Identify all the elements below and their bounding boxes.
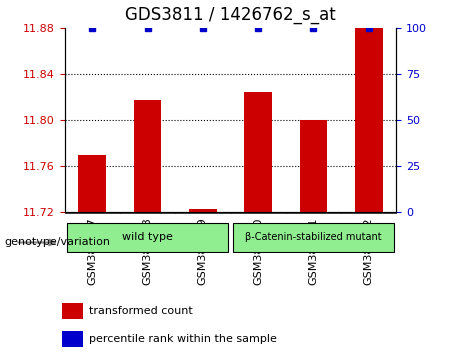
Bar (78, 155, 106, 212)
Text: β-Catenin-stabilized mutant: β-Catenin-stabilized mutant (245, 232, 382, 241)
Bar (134, 100, 161, 212)
Bar (244, 92, 272, 212)
FancyBboxPatch shape (233, 223, 394, 251)
FancyBboxPatch shape (67, 223, 228, 251)
Text: wild type: wild type (122, 232, 173, 241)
Bar (189, 209, 217, 212)
Text: percentile rank within the sample: percentile rank within the sample (89, 334, 277, 344)
Title: GDS3811 / 1426762_s_at: GDS3811 / 1426762_s_at (125, 6, 336, 24)
Bar (300, 120, 327, 212)
Bar (62, 331, 83, 347)
Text: transformed count: transformed count (89, 306, 193, 316)
Bar (355, 28, 383, 212)
Bar (62, 303, 83, 319)
Text: genotype/variation: genotype/variation (5, 238, 111, 247)
